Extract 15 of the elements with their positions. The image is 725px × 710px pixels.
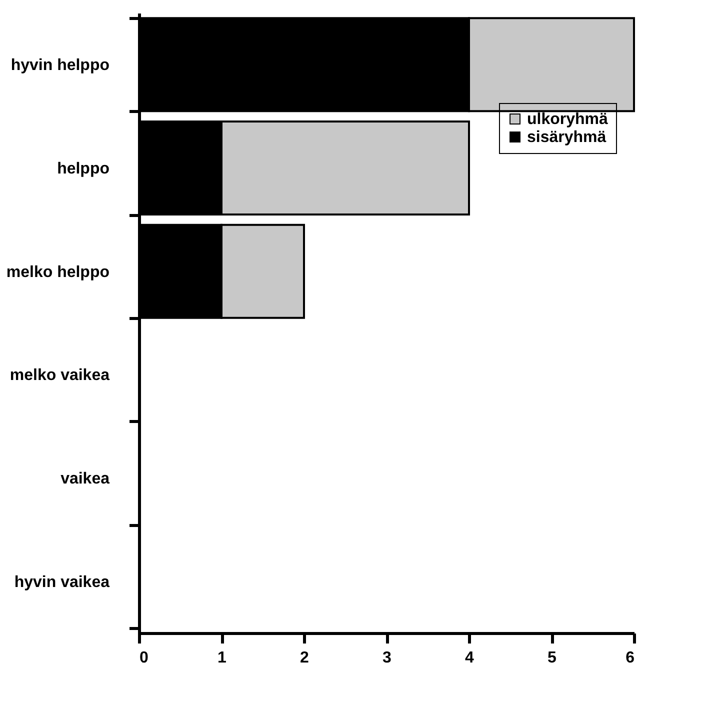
y-tick-label: hyvin vaikea — [14, 574, 110, 591]
x-tick-label: 4 — [465, 650, 474, 666]
y-tick-label: helppo — [57, 160, 110, 178]
x-tick-label: 6 — [626, 650, 635, 666]
y-tick-label: vaikea — [60, 470, 110, 488]
x-tick-label: 5 — [548, 650, 557, 666]
x-tick-label: 0 — [140, 650, 148, 666]
x-tick-label: 2 — [300, 650, 310, 666]
x-tick-label: 3 — [382, 650, 392, 666]
y-tick-label: melko vaikea — [10, 367, 110, 384]
legend-label: ulkoryhmä — [527, 111, 608, 128]
y-tick-label: hyvin helppo — [10, 57, 110, 74]
legend-label: sisäryhmä — [527, 129, 606, 146]
y-tick-label: melko helppo — [6, 264, 110, 281]
x-tick-label: 1 — [218, 650, 227, 666]
